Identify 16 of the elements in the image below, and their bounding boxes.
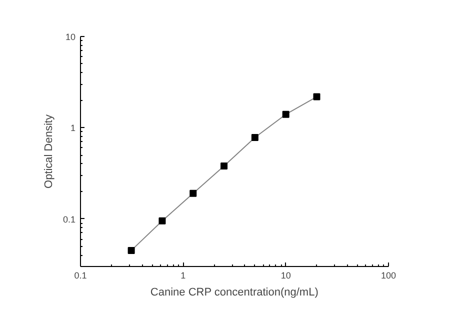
point: [282, 110, 290, 118]
x-tick-label: 10: [280, 270, 291, 280]
point: [251, 134, 258, 142]
x-tick-label: 100: [380, 270, 396, 280]
point: [128, 246, 135, 254]
x-tick-label: 0.1: [74, 270, 87, 280]
x-tick-label: 1: [180, 270, 186, 280]
y-axis-title: Optical Density: [42, 114, 55, 188]
y-tick-label: 1: [70, 123, 76, 134]
y-tick-label: 0.1: [62, 214, 76, 224]
point: [313, 93, 320, 100]
x-axis-title: Canine CRP concentration(ng/mL): [150, 286, 318, 298]
y-tick-label: 10: [65, 32, 76, 42]
point: [220, 162, 228, 170]
point: [158, 217, 166, 224]
point: [190, 190, 197, 197]
